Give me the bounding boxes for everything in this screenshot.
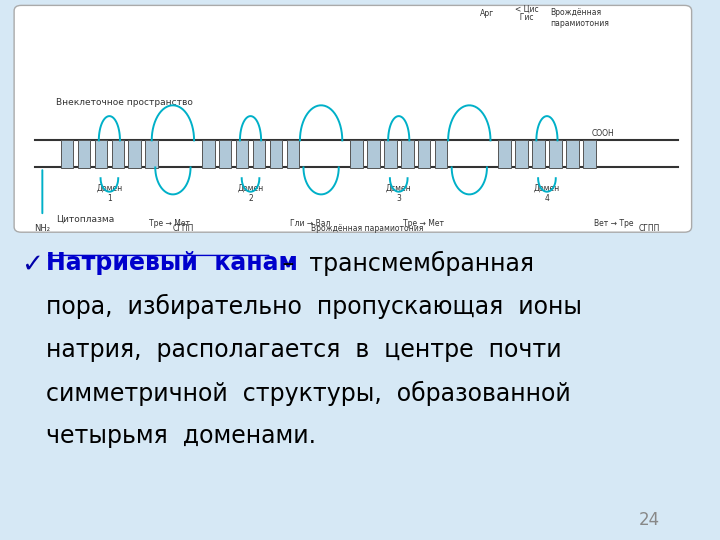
Text: COOH: COOH	[592, 129, 615, 138]
Bar	[498, 140, 511, 168]
Text: Врождённая парамиотония: Врождённая парамиотония	[311, 224, 423, 233]
Text: Домен
1: Домен 1	[96, 184, 122, 203]
Bar	[112, 140, 125, 168]
Bar	[549, 140, 562, 168]
Bar	[145, 140, 158, 168]
Bar	[566, 140, 579, 168]
Bar	[367, 140, 379, 168]
Text: –  трансмембранная: – трансмембранная	[275, 251, 534, 276]
Text: ✓: ✓	[21, 251, 43, 277]
Bar	[418, 140, 431, 168]
Bar	[532, 140, 545, 168]
Text: четырьмя  доменами.: четырьмя доменами.	[46, 424, 316, 448]
Bar	[202, 140, 215, 168]
Bar	[287, 140, 300, 168]
Text: Вет → Тре: Вет → Тре	[594, 219, 634, 228]
Bar	[253, 140, 266, 168]
Bar	[350, 140, 363, 168]
Bar	[78, 140, 90, 168]
Bar	[269, 140, 282, 168]
Text: Дсмен
3: Дсмен 3	[386, 184, 412, 203]
Bar	[384, 140, 397, 168]
Text: Врождённая
парамиотония: Врождённая парамиотония	[551, 8, 609, 28]
Text: Домен
2: Домен 2	[238, 184, 264, 203]
Text: Внеклеточное пространство: Внеклеточное пространство	[56, 98, 194, 107]
Text: натрия,  располагается  в  центре  почти: натрия, располагается в центре почти	[46, 338, 562, 361]
Text: Натриевый  канам: Натриевый канам	[46, 251, 298, 275]
Text: Гли → Вал: Гли → Вал	[290, 219, 330, 228]
Text: Гис: Гис	[516, 13, 534, 22]
Text: < Цис: < Цис	[516, 5, 539, 14]
Text: 24: 24	[639, 511, 660, 529]
Bar	[128, 140, 141, 168]
Bar	[219, 140, 231, 168]
Bar	[516, 140, 528, 168]
Bar	[435, 140, 447, 168]
Text: симметричной  структуры,  образованной: симметричной структуры, образованной	[46, 381, 571, 406]
Text: Цитоплазма: Цитоплазма	[56, 214, 114, 223]
Bar	[94, 140, 107, 168]
Text: Тре → Мет: Тре → Мет	[149, 219, 190, 228]
Text: Домен
4: Домен 4	[534, 184, 560, 203]
Bar	[235, 140, 248, 168]
Text: СГПП: СГПП	[173, 224, 194, 233]
Bar	[583, 140, 595, 168]
Text: Тре → Мет: Тре → Мет	[403, 219, 444, 228]
Text: Арг: Арг	[480, 9, 494, 18]
Text: СГПП: СГПП	[639, 224, 660, 233]
FancyBboxPatch shape	[14, 5, 692, 232]
Text: NH₂: NH₂	[35, 224, 50, 233]
Text: пора,  избирательно  пропускающая  ионы: пора, избирательно пропускающая ионы	[46, 294, 582, 320]
Bar	[401, 140, 413, 168]
Bar	[60, 140, 73, 168]
